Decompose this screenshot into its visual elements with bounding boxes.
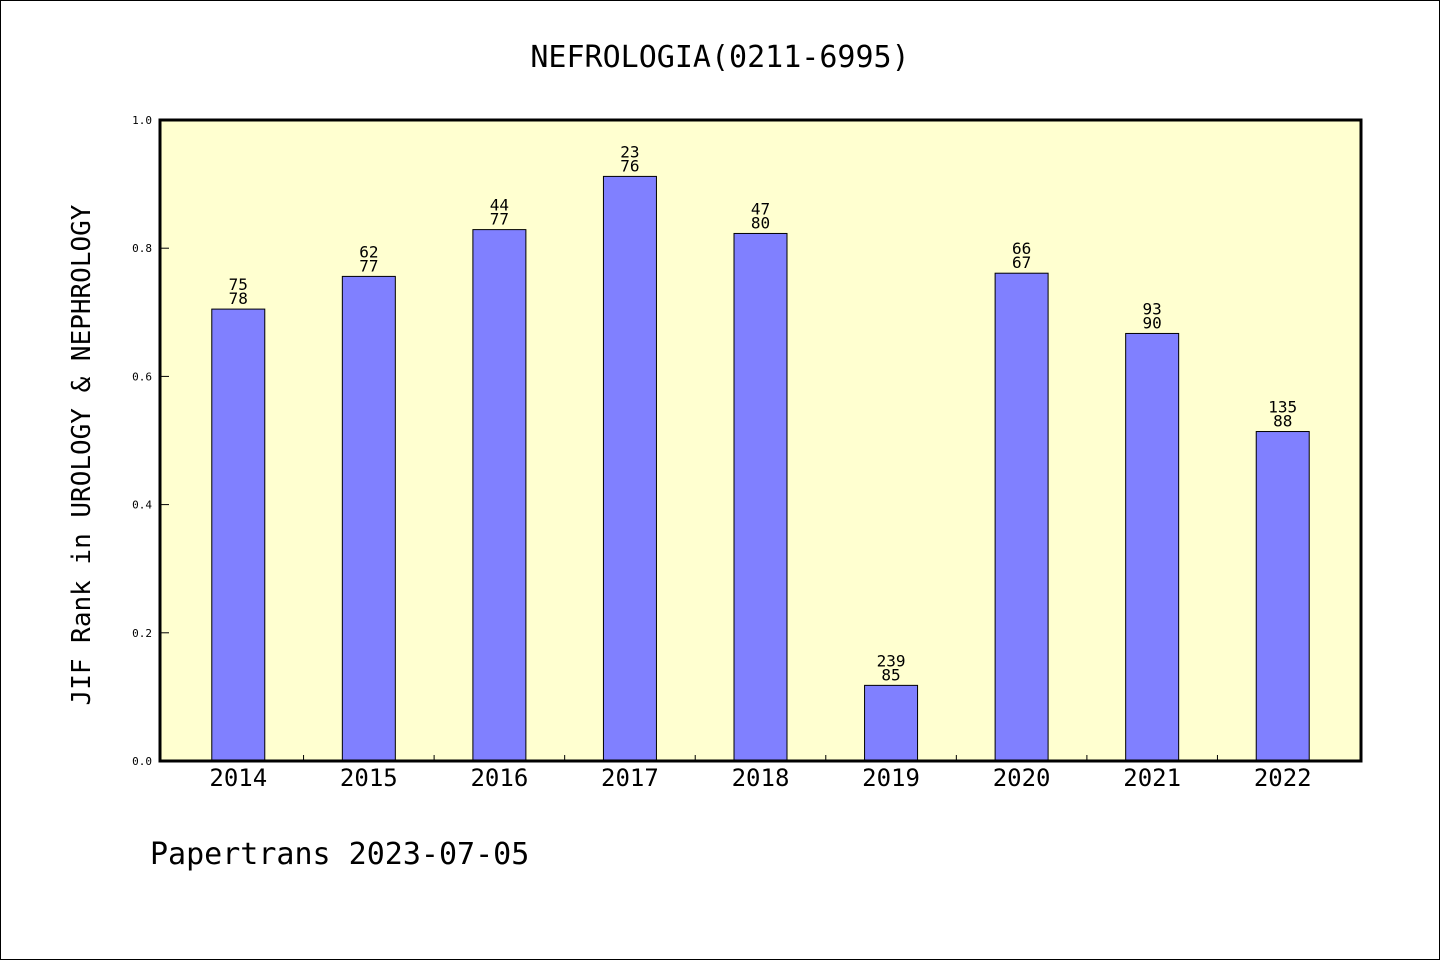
data-label-bottom-2015: 77: [359, 256, 378, 275]
chart-title: NEFROLOGIA(0211-6995): [530, 40, 909, 75]
y-tick-label: 0.6: [132, 370, 152, 383]
bar-2015: [341, 275, 396, 762]
watermark-text: Papertrans 2023-07-05: [150, 837, 529, 872]
data-label-top-2020: 66: [1012, 239, 1031, 258]
y-axis-ticks: 0.0 0.2 0.4 0.6 0.8 1.0: [132, 114, 169, 768]
data-label-bottom-2017: 76: [620, 156, 639, 175]
data-label-bottom-2018: 80: [751, 213, 770, 232]
data-label-bottom-2016: 77: [490, 210, 509, 229]
bar-2017: [602, 175, 657, 762]
x-tick-label-2022: 2022: [1254, 764, 1312, 792]
data-label-bottom-2021: 90: [1143, 313, 1162, 332]
y-tick-label: 0.4: [132, 499, 152, 512]
data-label-top-2021: 93: [1143, 299, 1162, 318]
y-axis-label: JIF Rank in UROLOGY & NEPHROLOGY: [67, 204, 97, 705]
data-label-top-2019: 239: [877, 651, 906, 670]
bar-2016: [472, 229, 527, 762]
data-label-bottom-2014: 78: [229, 289, 248, 308]
data-label-top-2022: 135: [1268, 398, 1297, 417]
x-tick-label-2019: 2019: [862, 764, 920, 792]
plot-border: [158, 118, 1363, 763]
x-tick-label-2016: 2016: [470, 764, 528, 792]
data-label-bottom-2022: 88: [1273, 412, 1292, 431]
bar-2019: [864, 684, 919, 762]
y-tick-label: 1.0: [132, 114, 152, 127]
x-tick-label-2015: 2015: [340, 764, 398, 792]
x-axis-ticks: 2014 2015 2016 2017 2018 2019 2020 2021 2022: [209, 755, 1312, 792]
data-label-top-2015: 62: [359, 242, 378, 261]
data-label-top-2014: 75: [229, 275, 248, 294]
bar-2020: [994, 272, 1049, 762]
y-tick-label: 0.2: [132, 627, 152, 640]
bar-2021: [1125, 332, 1180, 762]
data-label-bottom-2019: 85: [881, 665, 900, 684]
x-tick-label-2020: 2020: [993, 764, 1051, 792]
y-tick-label: 0.8: [132, 242, 152, 255]
bar-2014: [211, 308, 266, 762]
x-tick-label-2021: 2021: [1123, 764, 1181, 792]
data-label-bottom-2020: 67: [1012, 253, 1031, 272]
data-label-top-2016: 44: [490, 196, 509, 215]
data-label-top-2018: 47: [751, 199, 770, 218]
bar-2018: [733, 232, 788, 762]
x-tick-label-2018: 2018: [732, 764, 790, 792]
y-tick-label: 0.0: [132, 755, 152, 768]
bars-layer: [211, 175, 1310, 762]
x-tick-label-2017: 2017: [601, 764, 659, 792]
bar-2022: [1255, 431, 1310, 762]
data-label-top-2017: 23: [620, 142, 639, 161]
x-tick-label-2014: 2014: [209, 764, 267, 792]
